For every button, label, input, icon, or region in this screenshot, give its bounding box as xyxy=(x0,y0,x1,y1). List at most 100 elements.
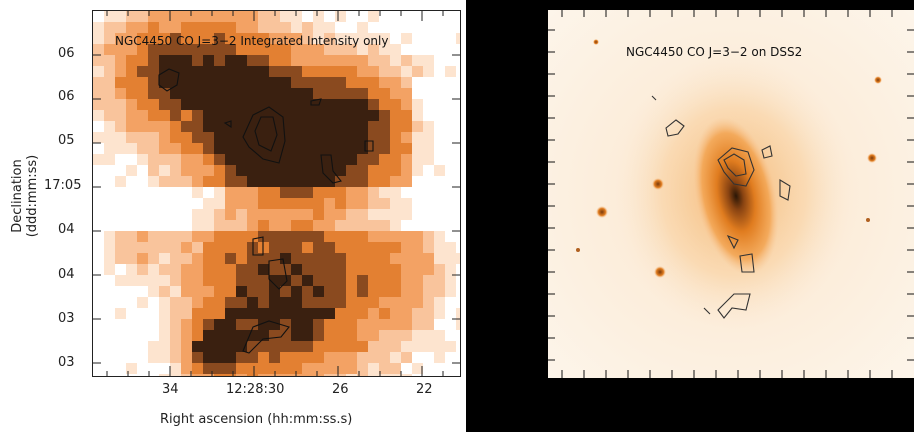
intensity-pixel xyxy=(170,110,181,121)
intensity-pixel xyxy=(137,44,148,55)
intensity-pixel xyxy=(412,110,423,121)
intensity-pixel xyxy=(225,297,236,308)
intensity-pixel xyxy=(368,319,379,330)
intensity-pixel xyxy=(258,220,269,231)
intensity-pixel xyxy=(368,286,379,297)
intensity-pixel xyxy=(412,55,423,66)
intensity-pixel xyxy=(236,187,247,198)
intensity-pixel xyxy=(170,11,181,22)
intensity-pixel xyxy=(302,286,313,297)
intensity-pixel xyxy=(93,88,104,99)
intensity-pixel xyxy=(137,33,148,44)
intensity-pixel xyxy=(280,11,291,22)
intensity-pixel xyxy=(214,220,225,231)
intensity-pixel xyxy=(412,297,423,308)
intensity-pixel xyxy=(115,66,126,77)
intensity-pixel xyxy=(368,66,379,77)
intensity-pixel xyxy=(214,341,225,352)
intensity-pixel xyxy=(104,11,115,22)
y-tick-label: 04 xyxy=(58,222,75,237)
intensity-pixel xyxy=(401,66,412,77)
intensity-pixel xyxy=(346,330,357,341)
intensity-pixel xyxy=(335,132,346,143)
intensity-pixel xyxy=(335,88,346,99)
intensity-pixel xyxy=(412,143,423,154)
intensity-pixel xyxy=(412,165,423,176)
intensity-pixel xyxy=(203,55,214,66)
intensity-pixel xyxy=(302,143,313,154)
intensity-pixel xyxy=(247,33,258,44)
intensity-pixel xyxy=(181,33,192,44)
intensity-pixel xyxy=(368,77,379,88)
intensity-pixel xyxy=(324,253,335,264)
intensity-pixel xyxy=(115,110,126,121)
intensity-pixel xyxy=(335,66,346,77)
intensity-pixel xyxy=(456,253,460,264)
intensity-pixel xyxy=(236,220,247,231)
intensity-pixel xyxy=(247,352,258,363)
intensity-pixel xyxy=(126,253,137,264)
intensity-pixel xyxy=(302,66,313,77)
intensity-pixel xyxy=(203,77,214,88)
intensity-pixel xyxy=(390,99,401,110)
intensity-pixel xyxy=(324,132,335,143)
intensity-pixel xyxy=(324,198,335,209)
intensity-pixel xyxy=(148,55,159,66)
intensity-pixel xyxy=(379,154,390,165)
intensity-pixel xyxy=(335,242,346,253)
intensity-pixel xyxy=(247,66,258,77)
intensity-pixel xyxy=(126,44,137,55)
intensity-pixel xyxy=(357,374,368,376)
intensity-pixel xyxy=(247,143,258,154)
intensity-pixel xyxy=(203,231,214,242)
intensity-pixel xyxy=(192,165,203,176)
intensity-pixel xyxy=(313,264,324,275)
intensity-pixel xyxy=(137,121,148,132)
intensity-pixel xyxy=(368,242,379,253)
intensity-pixel xyxy=(346,165,357,176)
intensity-pixel xyxy=(192,176,203,187)
intensity-pixel xyxy=(159,275,170,286)
intensity-pixel xyxy=(390,374,401,376)
intensity-pixel xyxy=(170,121,181,132)
intensity-pixel xyxy=(291,33,302,44)
intensity-pixel xyxy=(291,154,302,165)
intensity-pixel xyxy=(445,242,456,253)
intensity-pixel xyxy=(280,352,291,363)
intensity-pixel xyxy=(302,264,313,275)
intensity-pixel xyxy=(181,99,192,110)
intensity-pixel xyxy=(159,319,170,330)
intensity-pixel xyxy=(324,22,335,33)
intensity-pixel xyxy=(247,99,258,110)
intensity-pixel xyxy=(181,44,192,55)
intensity-pixel xyxy=(148,11,159,22)
intensity-pixel xyxy=(115,121,126,132)
intensity-pixel xyxy=(280,231,291,242)
intensity-pixel xyxy=(412,231,423,242)
intensity-pixel xyxy=(104,132,115,143)
intensity-pixel xyxy=(324,341,335,352)
intensity-pixel xyxy=(401,253,412,264)
intensity-pixel xyxy=(412,154,423,165)
intensity-pixel xyxy=(247,374,258,376)
intensity-pixel xyxy=(192,132,203,143)
intensity-pixel xyxy=(203,308,214,319)
intensity-pixel xyxy=(192,286,203,297)
intensity-pixel xyxy=(280,253,291,264)
intensity-pixel xyxy=(390,143,401,154)
intensity-pixel xyxy=(280,121,291,132)
intensity-pixel xyxy=(104,77,115,88)
intensity-pixel xyxy=(302,363,313,374)
intensity-pixel xyxy=(148,352,159,363)
intensity-pixel xyxy=(247,264,258,275)
intensity-pixel xyxy=(456,308,460,319)
intensity-pixel xyxy=(346,275,357,286)
intensity-pixel xyxy=(291,231,302,242)
intensity-pixel xyxy=(214,143,225,154)
intensity-pixel xyxy=(324,352,335,363)
intensity-pixel xyxy=(137,264,148,275)
intensity-pixel xyxy=(379,374,390,376)
intensity-pixel xyxy=(170,77,181,88)
intensity-pixel xyxy=(126,275,137,286)
intensity-pixel xyxy=(368,330,379,341)
